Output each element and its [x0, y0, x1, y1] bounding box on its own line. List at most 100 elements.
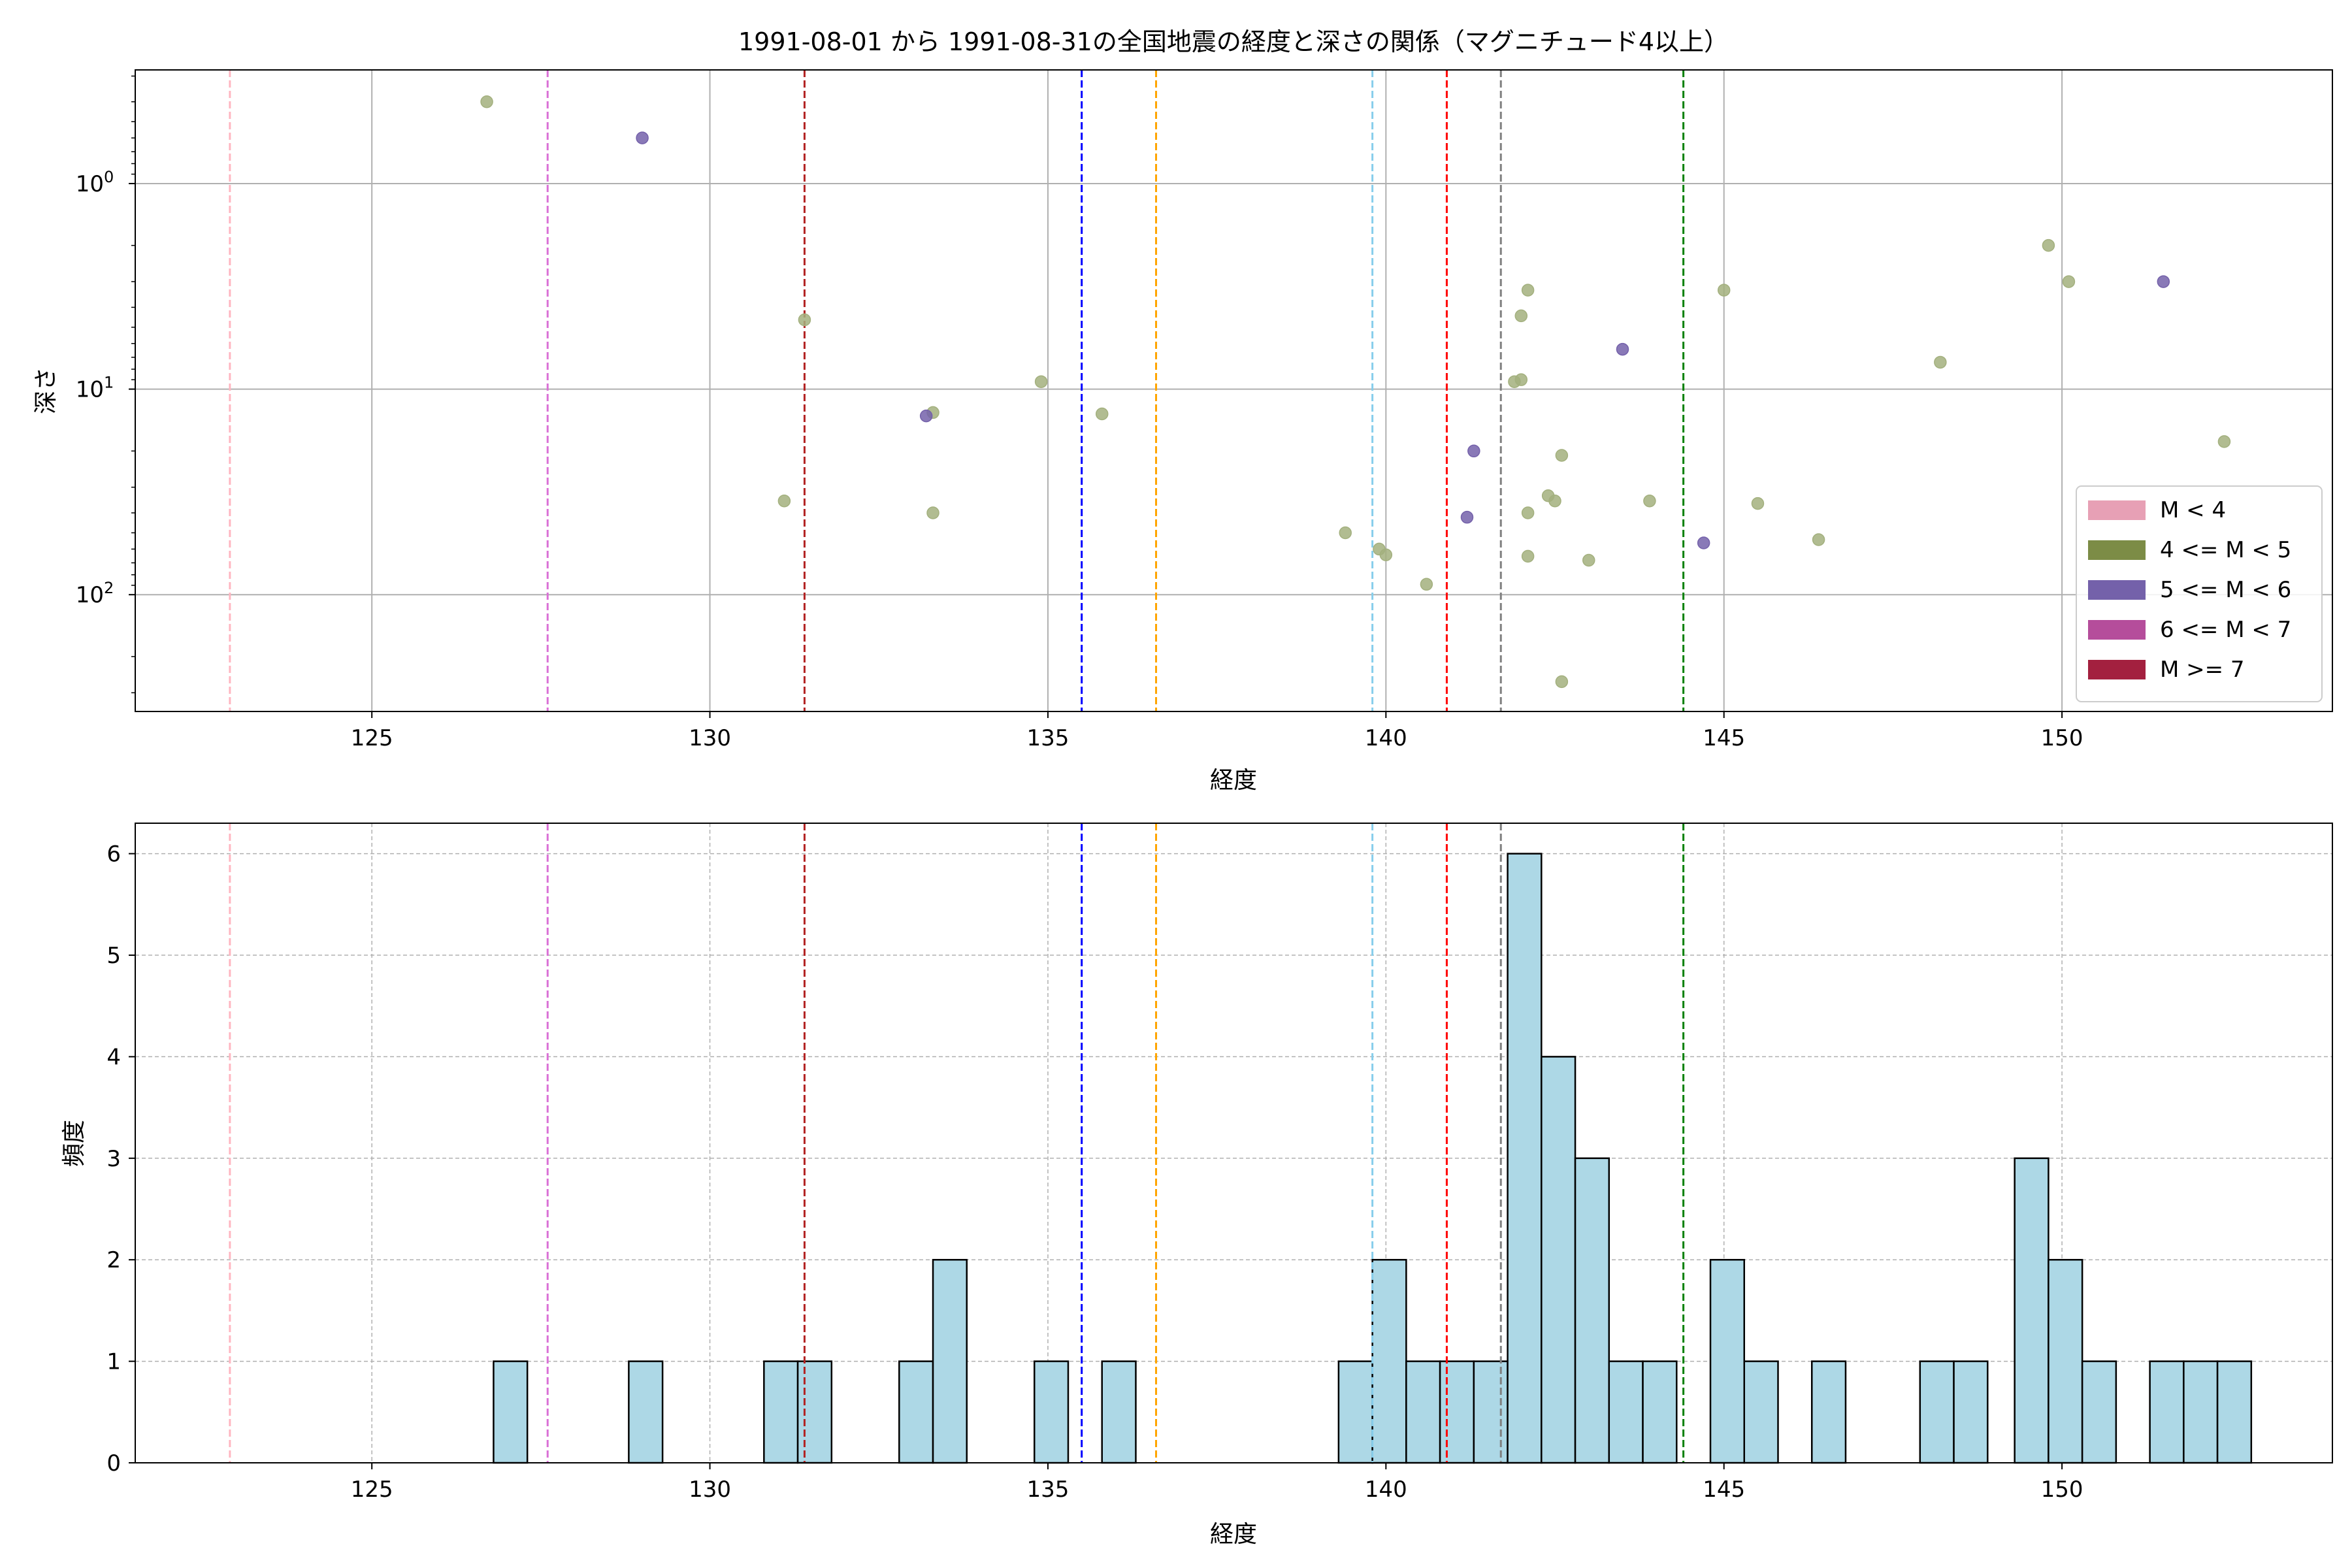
scatter-point	[798, 313, 811, 327]
scatter-point	[2042, 238, 2055, 252]
scatter-point	[2062, 275, 2076, 288]
histogram-bar	[796, 1360, 833, 1464]
histogram-bar	[1709, 1258, 1746, 1464]
scatter-point	[1555, 449, 1569, 462]
scatter-x-tick-label: 150	[2041, 725, 2083, 751]
scatter-y-tick-labels: 100 101 102	[76, 168, 135, 608]
legend-label: 4 <= M < 5	[2160, 537, 2291, 563]
histogram-plot-area	[135, 823, 2332, 1463]
legend: M < 4 4 <= M < 5 5 <= M < 6 6 <= M < 7 M >= …	[2076, 485, 2323, 702]
scatter-y-axis-label: 深さ	[33, 367, 59, 414]
scatter-point	[1582, 553, 1595, 567]
histogram-bar	[1033, 1360, 1070, 1464]
histogram-y-tick-label: 4	[106, 1044, 121, 1070]
histogram-bar	[1507, 853, 1543, 1464]
scatter-point	[1717, 284, 1731, 297]
histogram-bar	[2149, 1360, 2185, 1464]
histogram-bar	[1743, 1360, 1779, 1464]
scatter-x-tick-labels: 125 130 135 140 145 150	[351, 711, 2083, 751]
scatter-point	[1467, 444, 1480, 458]
histogram-x-tick-label: 145	[1703, 1477, 1745, 1503]
scatter-plot-area	[135, 70, 2332, 711]
histogram-x-tick-label: 135	[1026, 1477, 1069, 1503]
legend-label: 5 <= M < 6	[2160, 577, 2291, 603]
histogram-bar	[1405, 1360, 1441, 1464]
histogram-bar	[1953, 1360, 1989, 1464]
histogram-y-tick-label: 0	[106, 1450, 121, 1477]
scatter-x-tick-label: 125	[351, 725, 393, 751]
legend-swatch	[2088, 660, 2146, 679]
scatter-points	[480, 95, 2231, 689]
legend-label: M < 4	[2160, 497, 2226, 523]
scatter-x-tick-label: 135	[1026, 725, 1069, 751]
histogram-bars	[493, 853, 2253, 1464]
scatter-x-axis-label: 経度	[1210, 767, 1257, 794]
histogram-bar	[1439, 1360, 1475, 1464]
histogram-bar	[1473, 1360, 1509, 1464]
scatter-gridlines	[135, 70, 2332, 711]
scatter-point	[1812, 533, 1825, 546]
scatter-point	[1339, 526, 1352, 540]
scatter-point	[1643, 495, 1656, 508]
scatter-point	[777, 495, 791, 508]
scatter-point	[1521, 284, 1535, 297]
scatter-reference-lines	[229, 70, 1685, 711]
histogram-x-tick-labels: 125 130 135 140 145 150	[351, 1463, 2083, 1503]
scatter-point	[636, 131, 649, 144]
histogram-y-axis-label: 頻度	[61, 1120, 88, 1167]
histogram-bar	[1810, 1360, 1847, 1464]
scatter-point	[926, 506, 939, 519]
scatter-point	[1420, 578, 1433, 591]
histogram-bar	[2014, 1157, 2050, 1464]
histogram-bar	[2048, 1258, 2083, 1464]
scatter-point	[1555, 675, 1569, 689]
scatter-point	[2217, 435, 2231, 448]
scatter-point	[1095, 407, 1109, 421]
legend-swatch	[2088, 580, 2146, 600]
histogram-bar	[1608, 1360, 1644, 1464]
histogram-bar	[1371, 1258, 1407, 1464]
scatter-y-tick-label: 100	[76, 168, 114, 197]
histogram-bar	[1642, 1360, 1678, 1464]
legend-label: 6 <= M < 7	[2160, 617, 2291, 643]
scatter-x-tick-label: 145	[1703, 725, 1745, 751]
scatter-point	[1460, 510, 1474, 524]
scatter-point	[1934, 355, 1947, 369]
scatter-panel: 125 130 135 140 145 150 100 101 102 経度 深さ M < 4…	[33, 69, 2333, 794]
histogram-bar	[1919, 1360, 1955, 1464]
histogram-x-axis-label: 経度	[1210, 1521, 1257, 1548]
scatter-point	[1514, 373, 1528, 386]
scatter-point	[1521, 506, 1535, 519]
histogram-y-tick-label: 3	[106, 1146, 121, 1172]
histogram-x-tick-label: 150	[2041, 1477, 2083, 1503]
scatter-point	[1034, 375, 1048, 388]
histogram-y-tick-label: 5	[106, 943, 121, 969]
scatter-point	[1514, 309, 1528, 323]
scatter-y-tick-label: 101	[76, 374, 114, 403]
histogram-frame	[135, 823, 2333, 1463]
scatter-point	[1616, 342, 1629, 356]
legend-box	[2076, 485, 2323, 702]
histogram-y-tick-label: 6	[106, 841, 121, 868]
scatter-point	[1548, 495, 1561, 508]
histogram-bar	[1101, 1360, 1137, 1464]
histogram-x-tick-label: 125	[351, 1477, 393, 1503]
scatter-y-tick-label: 102	[76, 579, 114, 608]
scatter-x-tick-label: 130	[689, 725, 731, 751]
legend-label: M >= 7	[2160, 657, 2245, 683]
histogram-bar	[2183, 1360, 2219, 1464]
histogram-panel: 125 130 135 140 145 150 0 1 2 3 4 5 6 経度 頻度	[61, 823, 2333, 1548]
histogram-bar	[1574, 1157, 1610, 1464]
scatter-point	[1697, 536, 1710, 549]
histogram-x-tick-label: 140	[1365, 1477, 1407, 1503]
histogram-bar	[1541, 1056, 1576, 1464]
histogram-x-tick-label: 130	[689, 1477, 731, 1503]
chart-title: 1991-08-01 から 1991-08-31の全国地震の経度と深さの関係（マ…	[738, 27, 1729, 56]
histogram-bar	[2216, 1360, 2253, 1464]
histogram-bar	[628, 1360, 664, 1464]
scatter-point	[1379, 548, 1393, 561]
scatter-point	[480, 95, 493, 108]
histogram-y-tick-label: 1	[106, 1349, 121, 1375]
histogram-bar	[1337, 1360, 1373, 1464]
